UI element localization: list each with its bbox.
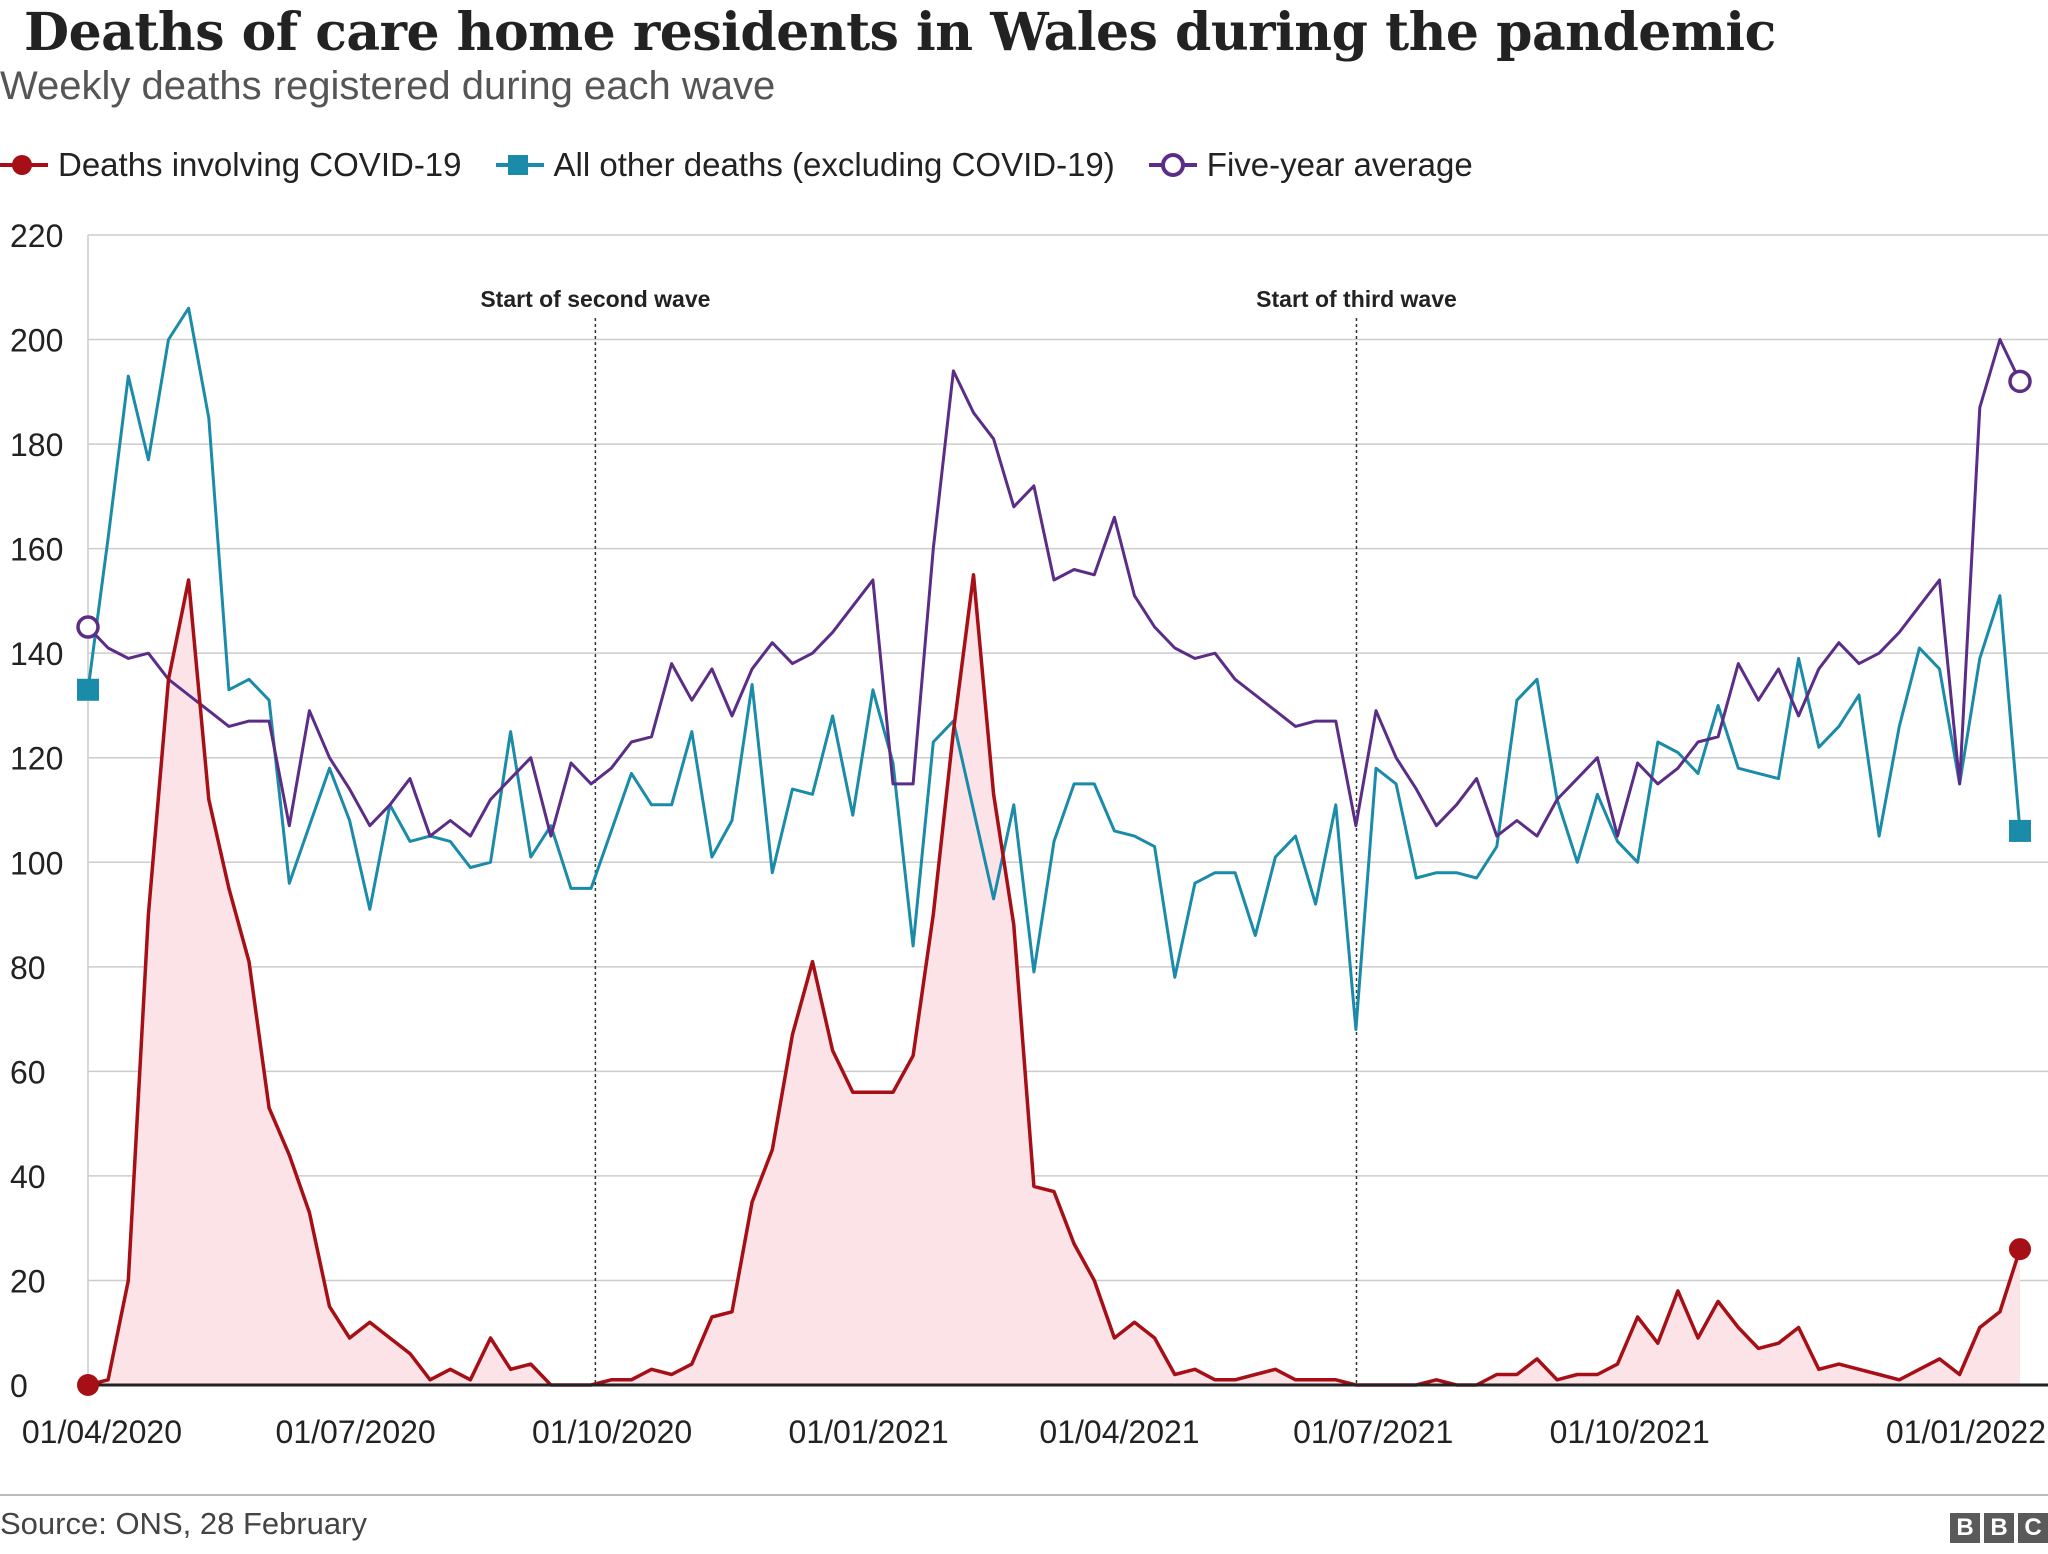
chart-subtitle: Weekly deaths registered during each wav… [0,64,776,108]
x-tick-label: 01/01/2021 [789,1414,949,1450]
x-tick-label: 01/10/2020 [532,1414,692,1450]
wave-annotation: Start of second wave [480,286,710,312]
y-tick-label: 20 [10,1263,46,1299]
y-tick-label: 220 [10,218,63,254]
open-circle-icon [1148,153,1197,177]
x-tick-label: 01/10/2021 [1550,1414,1710,1450]
filled-square-icon [495,155,544,175]
legend-item-other: All other deaths (excluding COVID-19) [495,146,1115,184]
bbc-logo: B B C [1950,1513,2048,1543]
chart-title: Deaths of care home residents in Wales d… [24,2,1776,63]
legend: Deaths involving COVID-19 All other deat… [0,140,1473,190]
y-tick-label: 40 [10,1159,46,1195]
average-endpoint-marker [2008,369,2032,394]
legend-label-average: Five-year average [1206,146,1473,183]
average-endpoint-marker [76,615,100,639]
legend-label-other: All other deaths (excluding COVID-19) [553,146,1115,183]
wave-annotation: Start of third wave [1256,286,1457,312]
y-tick-label: 80 [10,950,46,986]
y-tick-label: 140 [10,636,63,672]
x-tick-label: 01/07/2020 [276,1414,436,1450]
series-line-other [86,306,2022,1031]
x-tick-label: 01/04/2021 [1039,1414,1199,1450]
filled-circle-icon [0,155,48,175]
line-chart: 0 20 40 60 80 100 120 140 160 180 200 220 Start of s… [10,218,2048,1450]
y-tick-label: 0 [10,1368,28,1404]
logo-letter: B [1950,1513,1980,1543]
y-tick-label: 160 [10,532,63,568]
y-tick-label: 120 [10,741,63,777]
y-tick-label: 180 [10,427,63,463]
legend-item-covid: Deaths involving COVID-19 [0,146,462,184]
y-tick-label: 60 [10,1054,46,1090]
x-tick-label: 01/01/2022 [1886,1414,2046,1450]
x-tick-label: 01/07/2021 [1293,1414,1453,1450]
series-line-average [86,338,2022,838]
logo-letter: B [1984,1513,2014,1543]
y-tick-label: 200 [10,323,63,359]
series-line-covid [87,573,2022,1387]
footer-divider [0,1494,2048,1496]
covid-area [88,574,2020,1385]
covid-endpoint-marker [2009,1238,2031,1261]
legend-label-covid: Deaths involving COVID-19 [58,146,462,183]
x-tick-label: 01/04/2020 [22,1414,182,1450]
legend-item-average: Five-year average [1148,146,1473,184]
y-tick-label: 100 [10,845,63,881]
other-endpoint-marker [2009,819,2031,842]
source-note: Source: ONS, 28 February [0,1506,367,1541]
covid-endpoint-marker [77,1374,99,1396]
other-endpoint-marker [77,678,99,701]
logo-letter: C [2018,1513,2048,1543]
